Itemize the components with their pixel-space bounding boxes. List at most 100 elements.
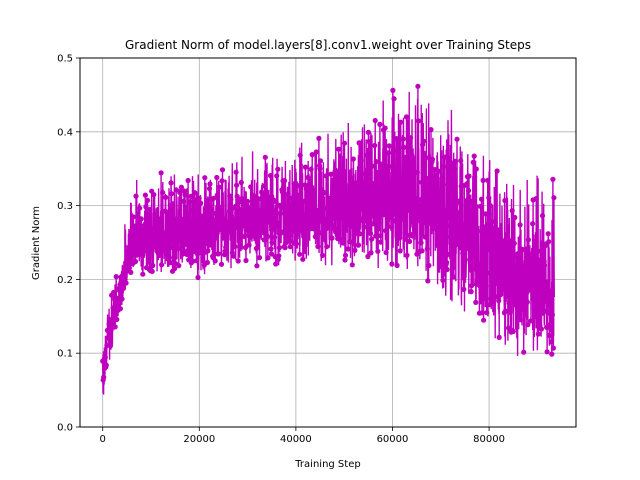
data-point [518,317,524,323]
data-point [139,234,145,241]
x-tick-label: 40000 [280,434,312,445]
data-point [519,280,525,286]
data-point [175,246,181,252]
data-point [312,225,318,231]
data-point [472,174,478,180]
data-point [114,295,120,301]
data-point [308,220,314,227]
data-point [281,178,288,184]
data-point [532,238,538,244]
data-point [504,252,511,259]
data-point [406,190,412,196]
data-point [550,176,556,182]
data-point [228,228,234,234]
data-point [256,196,262,202]
data-point [360,171,366,177]
data-point [254,223,260,229]
data-point [351,241,357,247]
data-point [447,223,453,229]
data-point [168,191,175,197]
data-point [184,233,190,239]
data-point [528,318,534,324]
data-point [168,180,174,186]
data-point [355,242,362,248]
data-point [130,214,136,220]
data-point [386,143,392,149]
data-point [154,225,160,231]
data-point [194,251,201,257]
data-point [483,283,489,289]
data-point [160,189,166,196]
data-point [295,192,301,198]
data-point [484,310,490,316]
data-point [452,214,458,220]
data-point [274,222,280,228]
y-axis-label: Gradient Norm [31,206,42,280]
data-point [356,140,362,146]
data-point [194,229,200,235]
data-point [480,177,486,183]
data-point [119,296,125,302]
data-point [421,138,427,144]
data-point [352,247,358,253]
data-point [486,211,492,217]
data-point [294,205,300,211]
data-point [425,181,431,187]
data-point [307,226,313,232]
data-point [132,258,139,265]
data-point [521,349,527,355]
data-point [259,189,265,195]
data-point [384,202,390,208]
data-point [336,171,342,177]
data-point [409,177,415,183]
data-point [149,268,155,274]
data-point [238,218,244,224]
axis-ticks: 0 20000 40000 60000 80000 0.0 0.1 0.2 0.3 0.4 0.5 [57,54,505,446]
data-point [349,262,355,268]
data-point [170,229,176,235]
data-point [301,223,307,229]
data-point [417,197,424,203]
data-point [519,300,525,306]
data-point [312,234,318,240]
data-point [123,280,129,286]
data-point [285,191,291,197]
data-point [457,198,463,204]
data-point [471,222,477,228]
data-point [465,245,471,251]
data-point [450,240,456,246]
data-point [300,198,306,204]
data-point [487,203,493,209]
data-point [496,334,502,340]
data-point [285,234,291,240]
data-point [423,154,429,160]
data-point [296,215,302,221]
data-point [178,235,184,241]
data-point [444,259,450,266]
data-point [150,262,156,269]
data-point [462,257,468,263]
data-point [321,205,327,211]
data-point [487,302,493,308]
data-point [372,142,378,149]
data-point [507,238,513,244]
data-point [120,285,127,291]
data-point [241,233,247,239]
data-point [255,230,262,236]
data-point [435,192,441,198]
data-point [472,266,478,272]
data-point [422,234,428,240]
data-point [447,251,453,257]
data-point [317,158,324,164]
data-point [212,258,218,264]
data-point [102,354,108,360]
data-point [305,174,311,181]
data-point [182,192,188,198]
data-point [262,183,268,189]
data-point [501,250,507,256]
data-point [292,220,299,226]
data-point [167,260,173,266]
data-point [365,129,371,135]
data-point [192,190,198,196]
data-point [527,255,534,261]
